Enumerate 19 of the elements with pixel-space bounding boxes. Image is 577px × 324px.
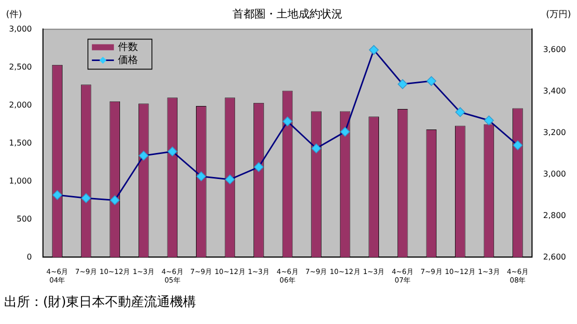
y-tick-label: 0 [26,252,32,262]
y2-tick-label: 2,800 [543,210,566,220]
y-tick-label: 2,000 [8,100,32,110]
y-axis-title: (件) [6,9,22,20]
chart-title: 首都圏・土地成約状況 [232,7,342,20]
y-tick-label: 500 [16,214,32,224]
y2-tick-label: 2,600 [543,252,566,262]
legend-label: 件数 [118,42,138,53]
y2-tick-label: 3,200 [543,128,566,137]
y2-axis-title: (万円) [546,10,571,20]
text: 出所：(財)東日本不動産流通機構 [4,294,196,310]
y2-tick-label: 3,400 [543,86,566,96]
y2-tick-label: 3,000 [543,169,566,178]
legend-label: 価格 [118,54,138,66]
y-tick-label: 1,000 [8,176,32,186]
y-tick-label: 2,500 [8,62,32,72]
y-tick-label: 3,000 [8,24,32,34]
y2-tick-label: 3,600 [543,45,566,54]
y-tick-label: 1,500 [8,138,32,148]
